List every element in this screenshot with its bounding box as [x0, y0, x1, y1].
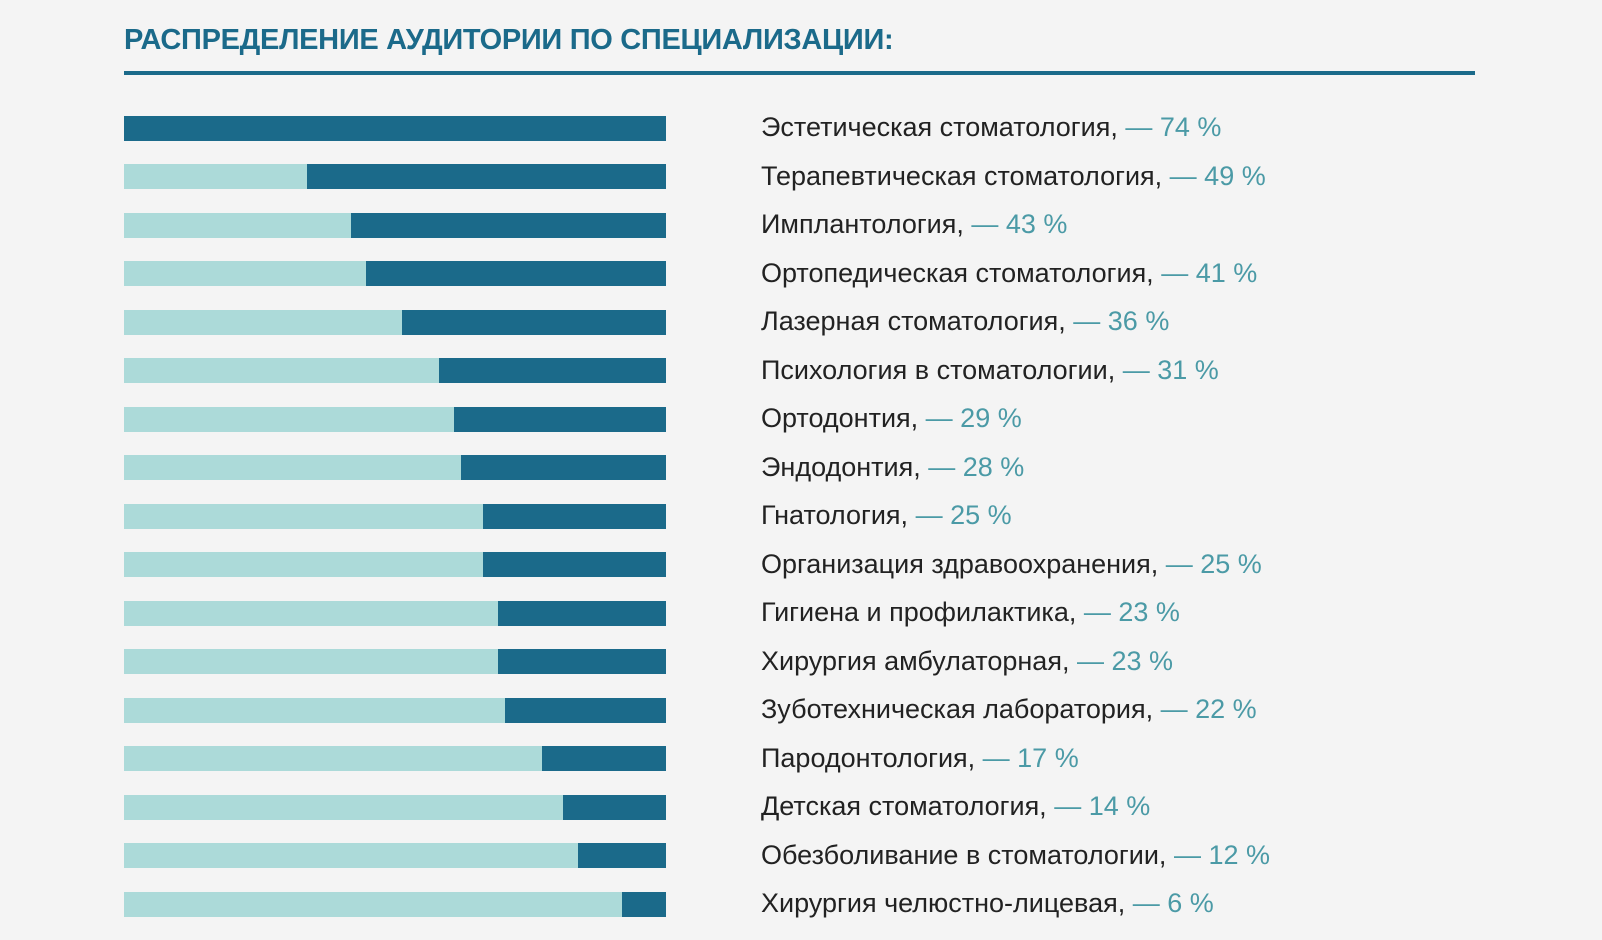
bar-value [307, 164, 666, 189]
category-name: Ортопедическая стоматология, [761, 257, 1162, 288]
bar-value [578, 843, 666, 868]
category-label: Имплантология, — 43 % [761, 209, 1067, 239]
bar-value [563, 794, 666, 820]
bar-value [453, 406, 666, 432]
category-label: Эстетическая стоматология, — 74 % [761, 112, 1221, 142]
category-name: Эндодонтия, [761, 451, 929, 482]
bar-track [124, 455, 666, 480]
category-label: Обезболивание в стоматологии, — 12 % [761, 840, 1270, 870]
bar-track [124, 697, 666, 723]
value-label: — 23 % [1083, 597, 1180, 627]
bar-track [124, 261, 666, 286]
value-label: — 23 % [1076, 645, 1173, 676]
bar-track [124, 358, 666, 383]
category-name: Лазерная стоматология, [761, 306, 1074, 336]
value-label: — 14 % [1054, 791, 1151, 821]
category-label: Детская стоматология, — 14 % [761, 791, 1150, 821]
bar-track [124, 406, 666, 432]
bar-value [365, 261, 666, 286]
value-label: — 25 % [915, 500, 1012, 530]
category-name: Ортодонтия, [761, 403, 926, 433]
category-name: Пародонтология, [761, 742, 983, 773]
bar-value [482, 552, 666, 577]
category-label: Гигиена и профилактика, — 23 % [761, 597, 1180, 627]
category-label: Лазерная стоматология, — 36 % [761, 306, 1169, 336]
value-label: — 43 % [971, 209, 1068, 239]
category-name: Гнатология, [761, 500, 916, 530]
bar-track [124, 503, 666, 529]
category-name: Гигиена и профилактика, [761, 597, 1084, 627]
value-label: — 6 % [1132, 888, 1214, 918]
category-name: Детская стоматология, [761, 791, 1055, 821]
bar-track [124, 212, 666, 238]
bar-track [124, 649, 666, 674]
bar-track [124, 164, 666, 189]
bar-value [351, 212, 666, 238]
category-name: Имплантология, [761, 209, 972, 239]
bar-value [622, 891, 666, 917]
category-label: Зуботехническая лаборатория, — 22 % [761, 694, 1257, 724]
value-label: — 74 % [1125, 112, 1222, 142]
bar-value [497, 600, 666, 626]
bar-track [124, 309, 666, 335]
category-label: Психология в стоматологии, — 31 % [761, 355, 1219, 385]
value-label: — 49 % [1169, 160, 1266, 191]
category-label: Эндодонтия, — 28 % [761, 452, 1024, 482]
value-label: — 36 % [1073, 306, 1170, 336]
category-name: Обезболивание в стоматологии, [761, 839, 1174, 870]
category-label: Ортопедическая стоматология, — 41 % [761, 258, 1257, 288]
category-name: Организация здравоохранения, [761, 548, 1166, 579]
bar-value [460, 455, 666, 480]
bar-track [124, 600, 666, 626]
bar-track [124, 552, 666, 577]
category-name: Психология в стоматологии, [761, 354, 1123, 385]
bar-value [124, 115, 666, 141]
category-name: Хирургия амбулаторная, [761, 645, 1077, 676]
value-label: — 28 % [928, 451, 1025, 482]
bar-track [124, 115, 666, 141]
category-label: Пародонтология, — 17 % [761, 743, 1079, 773]
value-label: — 25 % [1165, 548, 1262, 579]
category-name: Хирургия челюстно-лицевая, [761, 888, 1133, 918]
value-label: — 22 % [1160, 694, 1257, 724]
bar-value [504, 697, 666, 723]
category-name: Зуботехническая лаборатория, [761, 694, 1161, 724]
category-label: Хирургия челюстно-лицевая, — 6 % [761, 888, 1214, 918]
value-label: — 29 % [925, 403, 1022, 433]
bar-track [124, 843, 666, 868]
category-label: Хирургия амбулаторная, — 23 % [761, 646, 1173, 676]
bar-value [482, 503, 666, 529]
category-label: Гнатология, — 25 % [761, 500, 1012, 530]
bar-value [497, 649, 666, 674]
title-underline [124, 71, 1475, 75]
value-label: — 12 % [1173, 839, 1270, 870]
chart-title: РАСПРЕДЕЛЕНИЕ АУДИТОРИИ ПО СПЕЦИАЛИЗАЦИИ… [124, 24, 894, 56]
category-name: Терапевтическая стоматология, [761, 160, 1170, 191]
bar-track [124, 746, 666, 771]
bar-track [124, 794, 666, 820]
bar-value [438, 358, 666, 383]
value-label: — 17 % [982, 742, 1079, 773]
bar-value [402, 309, 666, 335]
category-label: Ортодонтия, — 29 % [761, 403, 1022, 433]
value-label: — 31 % [1122, 354, 1219, 385]
category-name: Эстетическая стоматология, [761, 112, 1126, 142]
category-label: Организация здравоохранения, — 25 % [761, 549, 1262, 579]
bar-track [124, 891, 666, 917]
bar-value [541, 746, 666, 771]
category-label: Терапевтическая стоматология, — 49 % [761, 161, 1266, 191]
value-label: — 41 % [1161, 257, 1258, 288]
